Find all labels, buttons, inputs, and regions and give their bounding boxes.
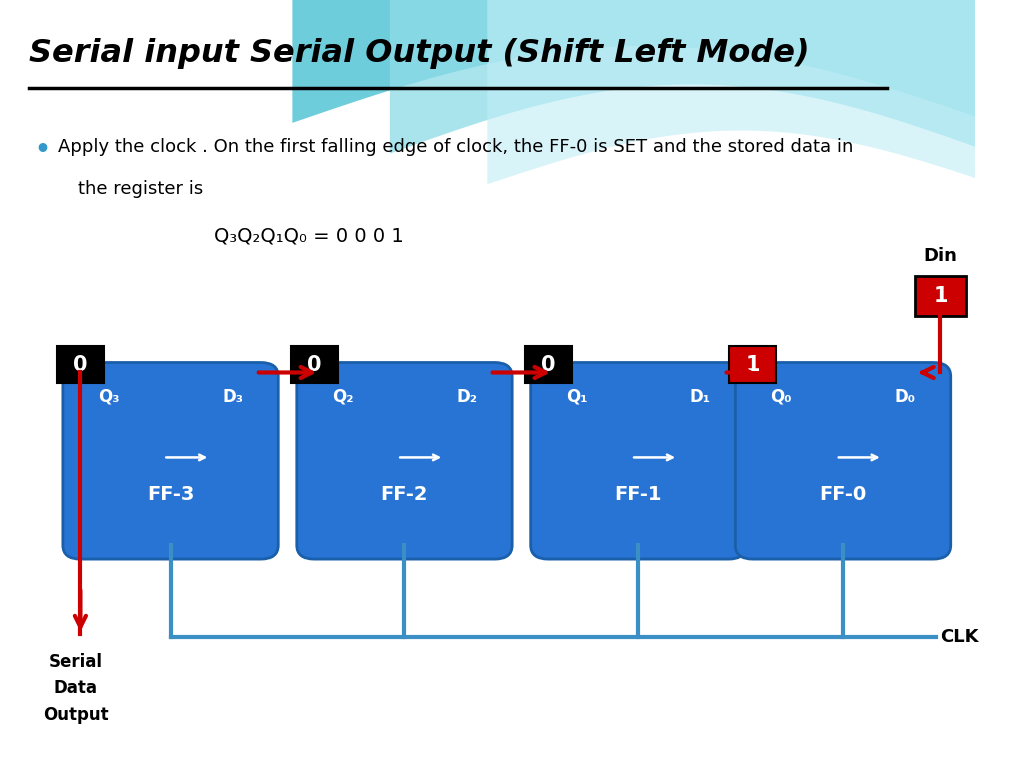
- FancyBboxPatch shape: [735, 362, 950, 559]
- Text: D₁: D₁: [690, 388, 711, 406]
- Polygon shape: [293, 0, 994, 123]
- Text: D₀: D₀: [895, 388, 915, 406]
- Text: Din: Din: [924, 247, 957, 265]
- Text: Apply the clock . On the first falling edge of clock, the FF-0 is SET and the st: Apply the clock . On the first falling e…: [58, 138, 854, 156]
- Text: Q₀: Q₀: [770, 388, 792, 406]
- Text: 0: 0: [73, 355, 88, 375]
- FancyBboxPatch shape: [297, 362, 512, 559]
- Polygon shape: [487, 0, 994, 184]
- Text: Q₂: Q₂: [332, 388, 353, 406]
- Text: the register is: the register is: [78, 180, 203, 198]
- Text: CLK: CLK: [940, 628, 979, 647]
- Text: Serial
Data
Output: Serial Data Output: [43, 653, 109, 723]
- FancyBboxPatch shape: [729, 346, 776, 383]
- Polygon shape: [390, 0, 994, 154]
- FancyBboxPatch shape: [57, 346, 103, 383]
- FancyBboxPatch shape: [530, 362, 746, 559]
- Text: 0: 0: [307, 355, 322, 375]
- Text: FF-0: FF-0: [819, 485, 866, 504]
- Text: D₂: D₂: [456, 388, 477, 406]
- Text: •: •: [34, 138, 50, 162]
- Text: FF-2: FF-2: [381, 485, 428, 504]
- FancyBboxPatch shape: [62, 362, 279, 559]
- FancyBboxPatch shape: [915, 276, 966, 316]
- FancyBboxPatch shape: [291, 346, 338, 383]
- Text: Q₁: Q₁: [566, 388, 587, 406]
- Text: FF-1: FF-1: [614, 485, 663, 504]
- Text: FF-3: FF-3: [146, 485, 195, 504]
- Text: Q₃: Q₃: [98, 388, 120, 406]
- Text: Serial input Serial Output (Shift Left Mode): Serial input Serial Output (Shift Left M…: [30, 38, 810, 69]
- Text: 0: 0: [541, 355, 555, 375]
- Text: 1: 1: [933, 286, 948, 306]
- Text: Q₃Q₂Q₁Q₀ = 0 0 0 1: Q₃Q₂Q₁Q₀ = 0 0 0 1: [214, 227, 404, 246]
- Text: 1: 1: [745, 355, 760, 375]
- Text: D₃: D₃: [222, 388, 243, 406]
- FancyBboxPatch shape: [525, 346, 571, 383]
